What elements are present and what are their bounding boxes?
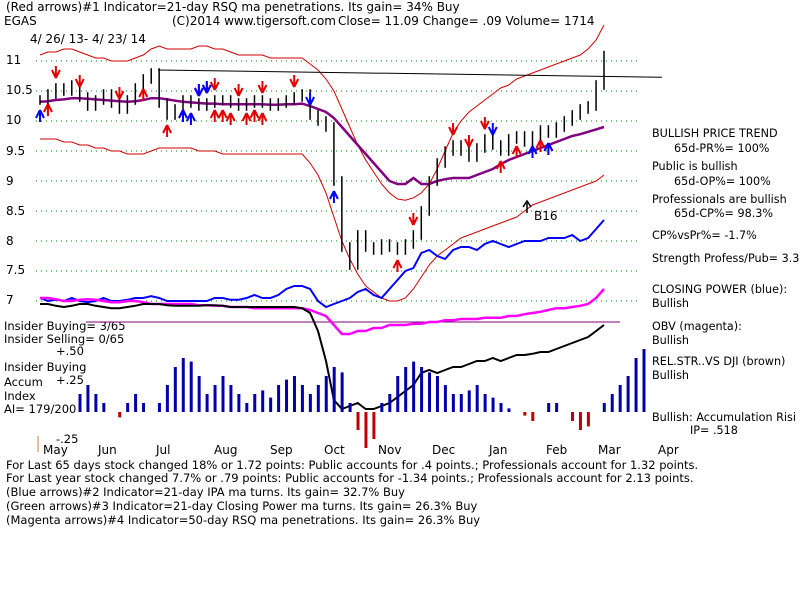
side-accum-risi: Bullish: Accumulation Risi	[652, 411, 796, 424]
header-indicator-1: (Red arrows)#1 Indicator=21-day RSQ ma p…	[6, 0, 460, 14]
y-tick-label: 9.5	[6, 144, 26, 158]
side-op: 65d-OP%= 100%	[674, 175, 771, 188]
month-label: Feb	[546, 443, 568, 457]
red-arrow-down-icon	[233, 84, 244, 97]
red-arrow-down-icon	[464, 135, 474, 148]
side-strength: Strength Profess/Pub= 3.3	[652, 252, 800, 265]
month-label: May	[43, 443, 68, 457]
moving-average-line	[39, 96, 605, 186]
blue-arrow-up-icon	[186, 112, 196, 125]
red-arrow-up-icon	[535, 139, 546, 152]
side-closing-power: CLOSING POWER (blue):	[652, 283, 788, 296]
side-ip: IP= .518	[690, 424, 738, 437]
red-arrow-up-icon	[209, 109, 220, 122]
month-label: Dec	[432, 443, 456, 457]
blue-arrow-up-icon	[178, 109, 188, 122]
red-arrow-up-icon	[241, 112, 252, 125]
side-pr: 65d-PR%= 100%	[674, 142, 770, 155]
ticker-symbol: EGAS	[4, 14, 37, 28]
blue-arrow-up-icon	[329, 190, 339, 203]
y-tick-label: 7.5	[6, 263, 26, 277]
side-closing-power-val: Bullish	[652, 297, 690, 310]
upper-band-line	[39, 24, 605, 201]
y-tick-label: 9	[6, 174, 14, 188]
y-tick-label: 8	[6, 234, 14, 248]
footer-65day: For Last 65 days stock changed 18% or 1.…	[6, 458, 699, 472]
accum-tick: -.25	[56, 432, 79, 446]
blue-arrow-up-icon	[35, 109, 45, 122]
footer-year: For Last year stock changed 7.7% or .79 …	[6, 471, 694, 485]
side-obv: OBV (magenta):	[652, 320, 742, 333]
side-relstr: REL.STR..VS DJI (brown)	[652, 355, 786, 368]
side-obv-val: Bullish	[652, 334, 690, 347]
side-pros: Professionals are bullish	[652, 193, 787, 206]
y-tick-label: 10.5	[6, 83, 33, 97]
red-arrow-up-icon	[249, 109, 260, 122]
red-arrow-up-icon	[138, 88, 149, 101]
red-arrow-up-icon	[162, 124, 172, 137]
red-arrow-down-icon	[193, 84, 204, 97]
blue-arrow-down-icon	[201, 81, 212, 94]
footer-indicator-4: (Magenta arrows)#4 Indicator=50-day RSQ …	[6, 513, 481, 527]
red-arrow-up-icon	[511, 145, 522, 158]
y-tick-label: 11	[6, 53, 22, 67]
blue-arrow-down-icon	[487, 123, 498, 136]
red-arrow-up-icon	[257, 112, 268, 125]
red-arrow-up-icon	[392, 259, 403, 272]
red-arrow-up-icon	[225, 112, 236, 125]
quote-summary: Close= 11.09 Change= .09 Volume= 1714	[338, 14, 595, 28]
accum-label-3: Index	[4, 389, 36, 403]
month-label: Sep	[270, 443, 293, 457]
red-arrow-down-icon	[114, 87, 125, 100]
month-label: Mar	[598, 443, 621, 457]
month-label: Jan	[489, 443, 508, 457]
blue-arrow-up-icon	[543, 142, 554, 155]
red-arrow-down-icon	[209, 78, 220, 91]
month-label: Oct	[324, 443, 345, 457]
b16-arrow-icon	[522, 199, 532, 213]
month-label: Aug	[214, 443, 238, 457]
side-cpvspr: CP%vsPr%= -1.7%	[652, 229, 757, 242]
side-public: Public is bullish	[652, 160, 738, 173]
month-label: Nov	[378, 443, 402, 457]
resistance-line	[157, 69, 663, 78]
side-relstr-val: Bullish	[652, 369, 690, 382]
blue-arrow-down-icon	[305, 93, 315, 106]
closing-power-line	[39, 219, 605, 309]
side-bullish-trend: BULLISH PRICE TREND	[652, 127, 778, 140]
red-arrow-down-icon	[201, 81, 212, 94]
month-label: Apr	[658, 443, 679, 457]
lower-band-line	[40, 138, 605, 302]
month-label: Jul	[156, 443, 171, 457]
red-arrow-down-icon	[50, 66, 61, 79]
red-arrow-up-icon	[495, 160, 506, 173]
b16-annotation: B16	[534, 209, 558, 223]
red-arrow-down-icon	[408, 213, 419, 226]
side-cp: 65d-CP%= 98.3%	[674, 207, 774, 220]
copyright: (C)2014 www.tigersoft.com	[172, 14, 336, 28]
red-arrow-up-icon	[543, 142, 554, 155]
date-range: 4/ 26/ 13- 4/ 23/ 14	[30, 32, 146, 46]
red-arrow-up-icon	[217, 109, 228, 122]
red-arrow-down-icon	[448, 123, 458, 136]
footer-indicator-2: (Blue arrows)#2 Indicator=21-day IPA ma …	[6, 485, 405, 499]
blue-arrow-down-icon	[193, 84, 204, 97]
y-tick-label: 8.5	[6, 204, 26, 218]
red-arrow-up-icon	[43, 103, 53, 116]
red-arrow-down-icon	[74, 75, 85, 88]
ai-value: AI= 179/200	[4, 402, 77, 416]
y-tick-label: 7	[6, 293, 14, 307]
y-tick-label: 10	[6, 113, 22, 127]
accum-tick: +.50	[56, 344, 84, 358]
footer-indicator-3: (Green arrows)#3 Indicator=21-day Closin…	[6, 499, 478, 513]
red-arrow-down-icon	[257, 81, 268, 94]
red-arrow-down-icon	[289, 75, 300, 88]
month-label: Jun	[98, 443, 117, 457]
accum-tick: +.25	[56, 373, 84, 387]
accum-label-2: Accum	[4, 375, 43, 389]
red-arrow-up-icon	[178, 109, 188, 122]
red-arrow-down-icon	[479, 117, 490, 130]
blue-arrow-up-icon	[527, 145, 538, 158]
